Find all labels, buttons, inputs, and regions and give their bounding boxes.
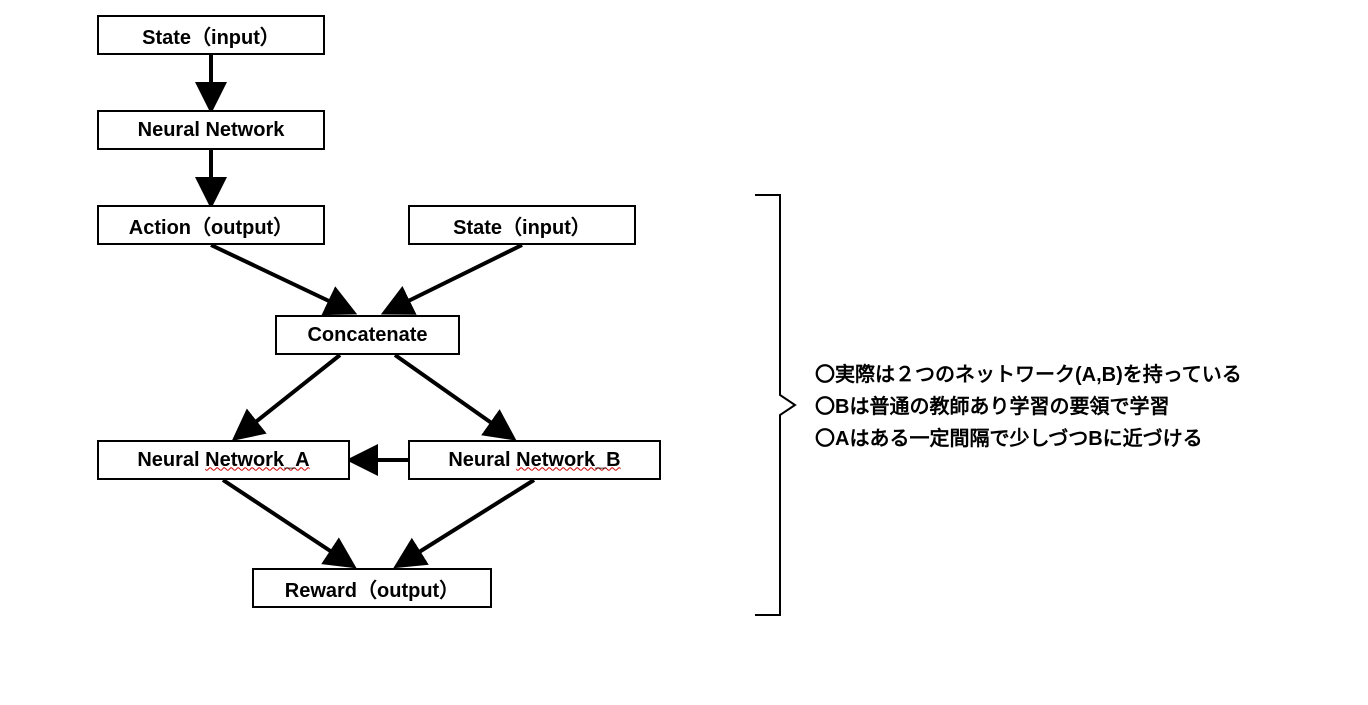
arrows-layer — [0, 0, 1368, 705]
node-state-input-1: State（input） — [97, 15, 325, 55]
node-state-input-2: State（input） — [408, 205, 636, 245]
edge-nna-reward — [223, 480, 350, 564]
annotation-block: 〇実際は２つのネットワーク(A,B)を持っている 〇Bは普通の教師あり学習の要領… — [815, 360, 1242, 456]
node-label: State（input） — [142, 21, 280, 50]
node-action-output: Action（output） — [97, 205, 325, 245]
node-label: Reward（output） — [285, 574, 459, 603]
node-concatenate: Concatenate — [275, 315, 460, 355]
node-label: Neural Network_B — [448, 449, 620, 472]
node-label: Concatenate — [307, 324, 427, 347]
edge-state2-concat — [388, 245, 522, 311]
annotation-line-3: 〇Aはある一定間隔で少しづつBに近づける — [815, 424, 1242, 454]
edge-nnb-reward — [400, 480, 534, 564]
edge-action-concat — [211, 245, 350, 311]
node-nn-b: Neural Network_B — [408, 440, 661, 480]
node-label: Neural Network_A — [137, 449, 309, 472]
node-label: Action（output） — [129, 211, 293, 240]
node-neural-network: Neural Network — [97, 110, 325, 150]
annotation-line-1: 〇実際は２つのネットワーク(A,B)を持っている — [815, 360, 1242, 390]
node-nn-a: Neural Network_A — [97, 440, 350, 480]
node-label: Neural Network — [138, 119, 285, 142]
annotation-line-2: 〇Bは普通の教師あり学習の要領で学習 — [815, 392, 1242, 422]
edge-concat-nnb — [395, 355, 510, 436]
edge-concat-nna — [238, 355, 340, 436]
node-label: State（input） — [453, 211, 591, 240]
bracket — [755, 195, 795, 615]
node-reward-output: Reward（output） — [252, 568, 492, 608]
